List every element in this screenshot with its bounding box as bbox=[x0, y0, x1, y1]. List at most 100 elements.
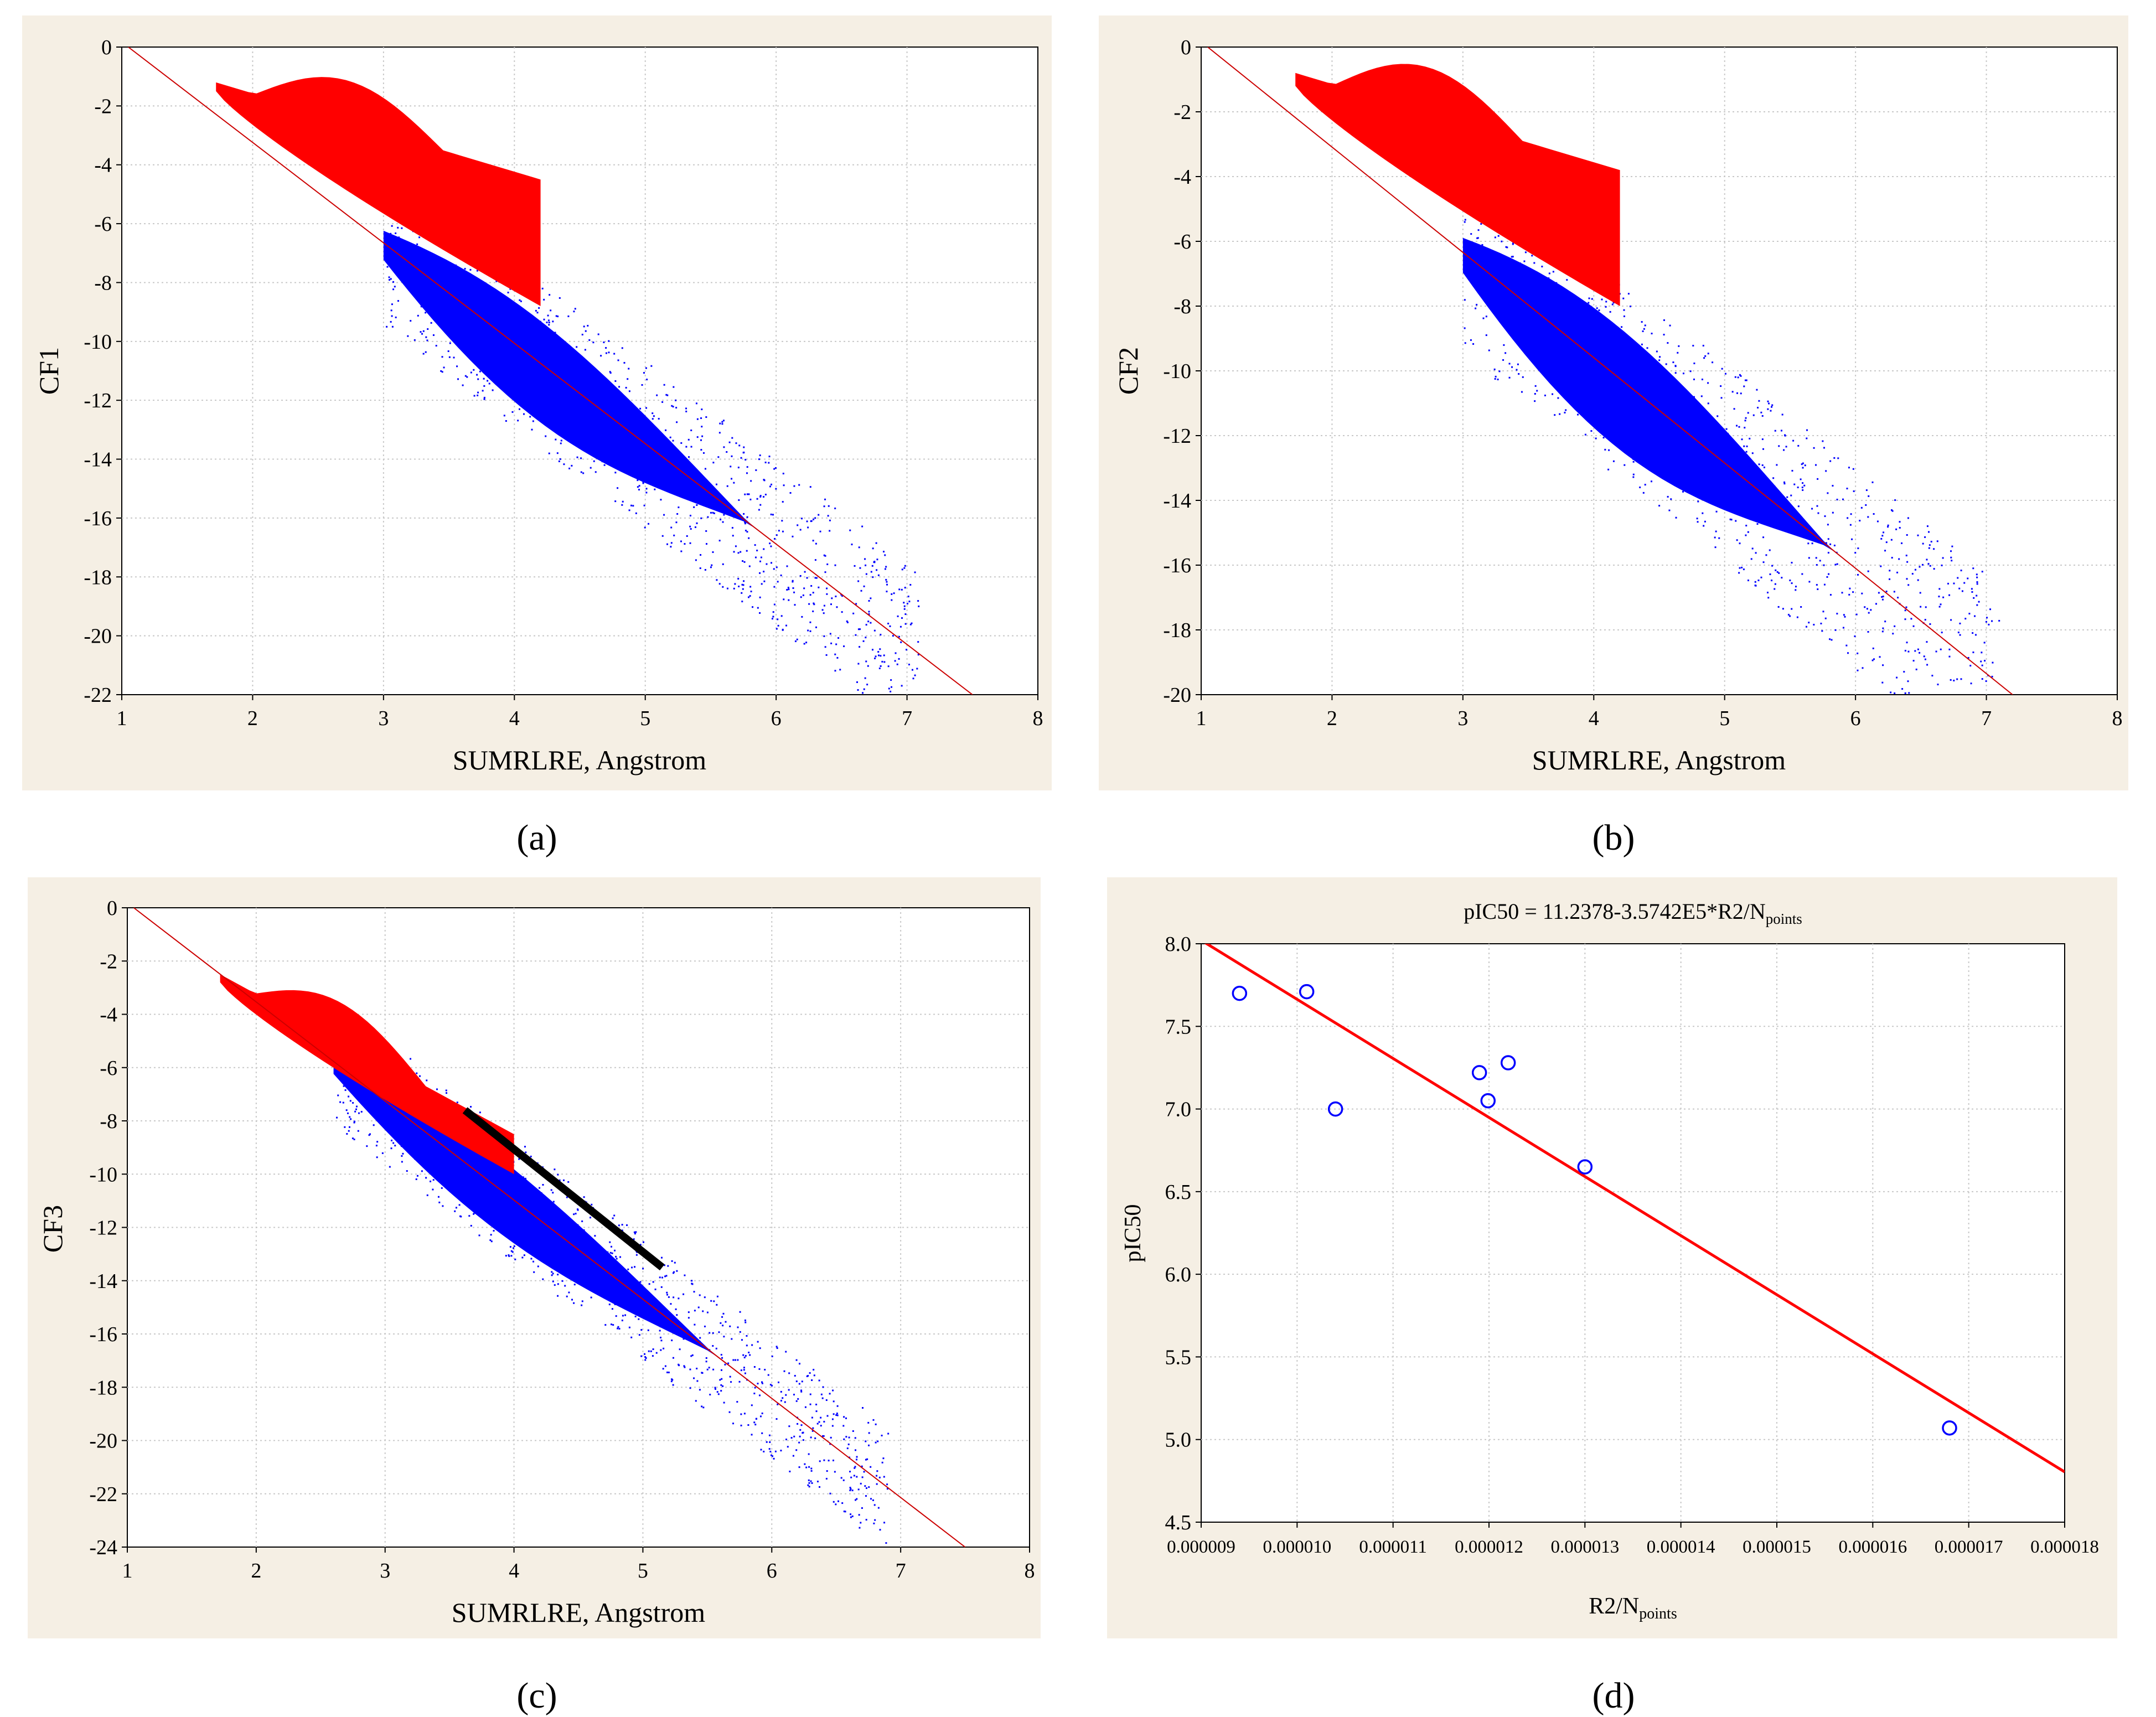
blue-point bbox=[1505, 246, 1507, 248]
blue-point bbox=[1845, 644, 1848, 647]
blue-point bbox=[1924, 658, 1926, 660]
y-tick-label: -2 bbox=[94, 95, 112, 118]
blue-point bbox=[480, 306, 483, 308]
blue-point bbox=[847, 1443, 850, 1445]
blue-point bbox=[741, 601, 743, 603]
blue-point bbox=[668, 1372, 670, 1374]
blue-point bbox=[1678, 482, 1681, 484]
blue-point bbox=[350, 1118, 352, 1120]
blue-point bbox=[486, 1209, 488, 1211]
blue-point bbox=[348, 1095, 350, 1098]
blue-point bbox=[1808, 581, 1811, 583]
blue-point bbox=[758, 1394, 761, 1397]
blue-point bbox=[1723, 488, 1725, 490]
blue-point bbox=[753, 1392, 756, 1394]
blue-point bbox=[618, 1224, 620, 1227]
blue-point bbox=[1827, 524, 1829, 526]
blue-point bbox=[726, 451, 728, 453]
blue-point bbox=[856, 1476, 858, 1478]
blue-point bbox=[733, 482, 735, 484]
blue-point bbox=[785, 624, 788, 627]
blue-point bbox=[1485, 316, 1487, 318]
blue-point bbox=[1777, 606, 1780, 608]
blue-point bbox=[1576, 361, 1578, 364]
blue-point bbox=[866, 684, 868, 686]
blue-point bbox=[1697, 521, 1699, 523]
blue-point bbox=[1548, 277, 1550, 280]
blue-point bbox=[691, 1282, 693, 1285]
blue-point bbox=[1497, 379, 1499, 381]
blue-point bbox=[1907, 584, 1910, 586]
blue-point bbox=[560, 442, 562, 444]
blue-point bbox=[541, 287, 544, 289]
blue-point bbox=[420, 306, 422, 308]
blue-point bbox=[854, 1437, 856, 1439]
blue-point bbox=[517, 1234, 519, 1237]
blue-point bbox=[1466, 268, 1469, 270]
blue-point bbox=[349, 1116, 351, 1118]
blue-point bbox=[812, 610, 814, 612]
blue-point bbox=[733, 587, 735, 589]
blue-point bbox=[428, 299, 431, 301]
blue-point bbox=[1539, 283, 1541, 286]
blue-point bbox=[648, 1283, 650, 1285]
blue-point bbox=[483, 1180, 485, 1182]
blue-point bbox=[1968, 613, 1971, 615]
blue-point bbox=[716, 501, 718, 504]
blue-point bbox=[731, 1338, 733, 1340]
blue-point bbox=[428, 265, 431, 267]
blue-point bbox=[886, 581, 888, 583]
blue-point bbox=[1614, 411, 1616, 413]
blue-point bbox=[1802, 489, 1804, 491]
blue-point bbox=[754, 1387, 756, 1389]
blue-point bbox=[769, 1451, 772, 1453]
blue-point bbox=[1848, 467, 1850, 469]
blue-point bbox=[743, 446, 745, 448]
blue-point bbox=[1541, 266, 1543, 268]
blue-point bbox=[1904, 650, 1906, 652]
blue-point bbox=[470, 371, 472, 374]
blue-point bbox=[883, 1522, 886, 1524]
blue-point bbox=[597, 370, 599, 373]
blue-point bbox=[823, 505, 825, 508]
blue-point bbox=[731, 455, 733, 457]
blue-point bbox=[841, 611, 843, 613]
blue-point bbox=[482, 390, 484, 392]
blue-point bbox=[759, 560, 762, 562]
panel-c-grid bbox=[127, 908, 1030, 1547]
blue-point bbox=[1928, 544, 1931, 546]
blue-point bbox=[650, 1350, 652, 1352]
blue-point bbox=[1956, 678, 1958, 680]
blue-point bbox=[531, 1210, 533, 1212]
blue-point bbox=[874, 1519, 876, 1521]
blue-point bbox=[1893, 591, 1895, 593]
blue-point bbox=[552, 1206, 554, 1208]
blue-point bbox=[1747, 412, 1749, 414]
blue-point bbox=[466, 376, 468, 378]
blue-point bbox=[820, 1425, 822, 1427]
blue-point bbox=[671, 405, 673, 407]
blue-point bbox=[582, 400, 585, 402]
blue-point bbox=[441, 263, 443, 265]
blue-point bbox=[1683, 425, 1685, 427]
panel-b-points bbox=[1295, 64, 2000, 695]
blue-point bbox=[738, 585, 740, 587]
blue-point bbox=[805, 1466, 808, 1468]
blue-point bbox=[824, 646, 826, 648]
blue-point bbox=[864, 677, 866, 679]
blue-point bbox=[852, 612, 855, 614]
blue-point bbox=[1924, 536, 1926, 538]
blue-point bbox=[642, 427, 644, 430]
blue-point bbox=[823, 1420, 825, 1423]
blue-point bbox=[1767, 597, 1770, 599]
blue-point bbox=[886, 1483, 888, 1486]
blue-point bbox=[568, 1274, 571, 1276]
blue-point bbox=[395, 242, 397, 244]
blue-point bbox=[1749, 437, 1751, 439]
blue-point bbox=[641, 384, 643, 386]
blue-point bbox=[1539, 348, 1542, 350]
blue-point bbox=[1817, 588, 1819, 591]
blue-point bbox=[1905, 606, 1907, 608]
blue-point bbox=[737, 467, 740, 469]
blue-point bbox=[421, 1170, 423, 1172]
